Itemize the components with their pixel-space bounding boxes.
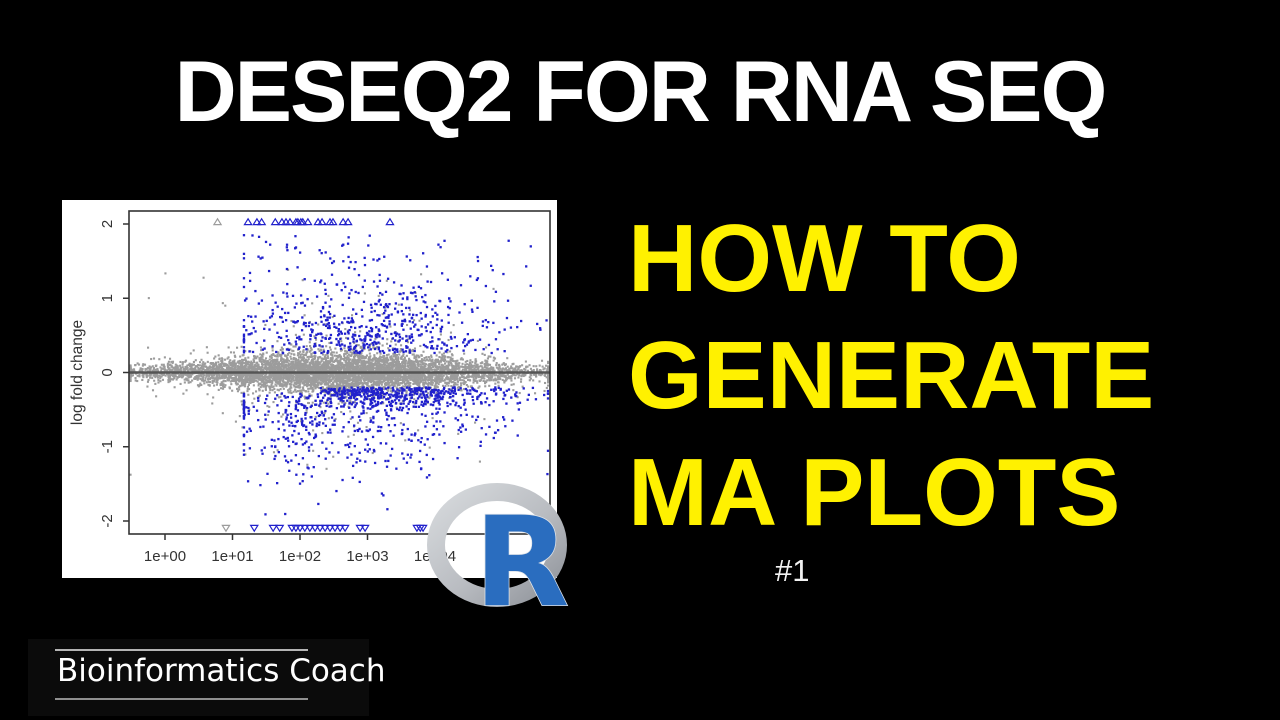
svg-text:1e+01: 1e+01 [211, 548, 253, 565]
ma-plot-figure: 1e+00 1e+01 1e+02 1e+03 1e+04 -2 -1 0 1 2 log fold… [62, 200, 557, 578]
svg-text:1e+00: 1e+00 [144, 548, 186, 565]
r-logo-ring [427, 483, 567, 607]
brand-divider-bottom [55, 698, 308, 700]
svg-text:0: 0 [99, 368, 116, 376]
video-title: DESEQ2 FOR RNA SEQ [174, 44, 1108, 140]
headline-line-3: MA PLOTS [628, 439, 1121, 546]
brand-name: Bioinformatics Coach [57, 653, 386, 689]
svg-text:1e+02: 1e+02 [279, 548, 321, 565]
r-logo-letter: R [474, 491, 569, 615]
svg-text:-1: -1 [99, 440, 116, 453]
headline: HOW TO GENERATE MA PLOTS [628, 200, 1154, 551]
svg-text:2: 2 [99, 220, 116, 228]
r-logo: R [427, 483, 570, 615]
brand-badge: Bioinformatics Coach [28, 639, 386, 716]
episode-number: #1 [775, 553, 810, 588]
brand-divider-top [55, 649, 308, 651]
svg-text:log fold change: log fold change [69, 320, 86, 425]
svg-text:-2: -2 [99, 514, 116, 527]
svg-text:1e+03: 1e+03 [346, 548, 388, 565]
headline-line-2: GENERATE [628, 322, 1155, 429]
headline-line-1: HOW TO [628, 205, 1021, 312]
svg-text:1: 1 [99, 294, 116, 302]
